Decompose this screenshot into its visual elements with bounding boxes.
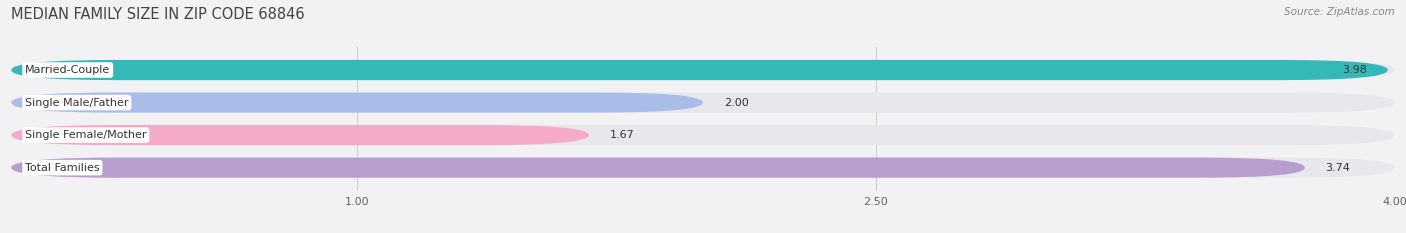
FancyBboxPatch shape: [11, 125, 589, 145]
FancyBboxPatch shape: [11, 60, 1395, 80]
Text: Total Families: Total Families: [25, 163, 100, 173]
FancyBboxPatch shape: [11, 158, 1305, 178]
Text: Single Male/Father: Single Male/Father: [25, 98, 128, 108]
FancyBboxPatch shape: [11, 93, 703, 113]
FancyBboxPatch shape: [11, 125, 1395, 145]
Text: Single Female/Mother: Single Female/Mother: [25, 130, 146, 140]
Text: Source: ZipAtlas.com: Source: ZipAtlas.com: [1284, 7, 1395, 17]
Text: 2.00: 2.00: [724, 98, 748, 108]
Text: MEDIAN FAMILY SIZE IN ZIP CODE 68846: MEDIAN FAMILY SIZE IN ZIP CODE 68846: [11, 7, 305, 22]
FancyBboxPatch shape: [11, 93, 1395, 113]
Text: 3.98: 3.98: [1343, 65, 1367, 75]
Text: 1.67: 1.67: [610, 130, 634, 140]
FancyBboxPatch shape: [11, 60, 1388, 80]
Text: 3.74: 3.74: [1326, 163, 1350, 173]
Text: Married-Couple: Married-Couple: [25, 65, 110, 75]
FancyBboxPatch shape: [11, 158, 1395, 178]
